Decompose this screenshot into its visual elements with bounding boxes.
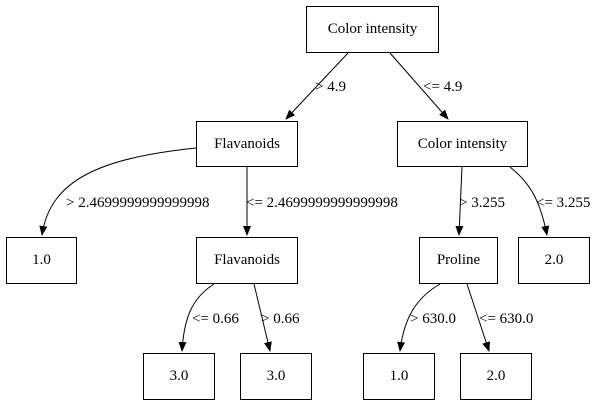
edge-proline-leaf-b [466,283,490,352]
edge-label-gt-630: > 630.0 [410,311,456,327]
edge-label-gt-2-47: > 2.4699999999999998 [66,195,210,211]
edge-proline-leaf-a [397,283,441,352]
edge-flav2-leaf-b [253,283,272,352]
node-flavanoids: Flavanoids [196,121,298,167]
node-leaf-3-0-right: 3.0 [240,353,312,400]
edge-flav1-leaf [39,147,197,236]
edge-label-gt-4-9: > 4.9 [315,79,346,95]
edge-label-le-0-66: <= 0.66 [192,311,239,327]
edge-flav2-leaf-a [178,283,215,352]
edge-ci2-leaf [509,166,550,236]
edge-root-flav1 [285,52,349,120]
edge-root-ci2 [389,52,449,120]
edge-label-gt-3-255: > 3.255 [459,195,505,211]
node-leaf-2-0-bottom: 2.0 [460,353,532,400]
edge-label-le-630: <= 630.0 [479,311,534,327]
node-leaf-2-0: 2.0 [518,237,590,284]
node-leaf-3-0-left: 3.0 [143,353,215,400]
edge-ci2-proline [455,166,464,236]
node-color-intensity: Color intensity [397,121,528,167]
node-root-color-intensity: Color intensity [306,6,439,53]
edge-label-le-2-47: <= 2.4699999999999998 [246,195,398,211]
node-proline: Proline [419,237,498,284]
edge-label-le-4-9: <= 4.9 [423,79,463,95]
node-leaf-1-0-bottom: 1.0 [363,353,435,400]
edge-label-gt-0-66: > 0.66 [261,311,300,327]
edge-label-le-3-255: <= 3.255 [536,195,591,211]
node-flavanoids-2: Flavanoids [196,237,298,284]
node-leaf-1-0: 1.0 [6,237,77,284]
